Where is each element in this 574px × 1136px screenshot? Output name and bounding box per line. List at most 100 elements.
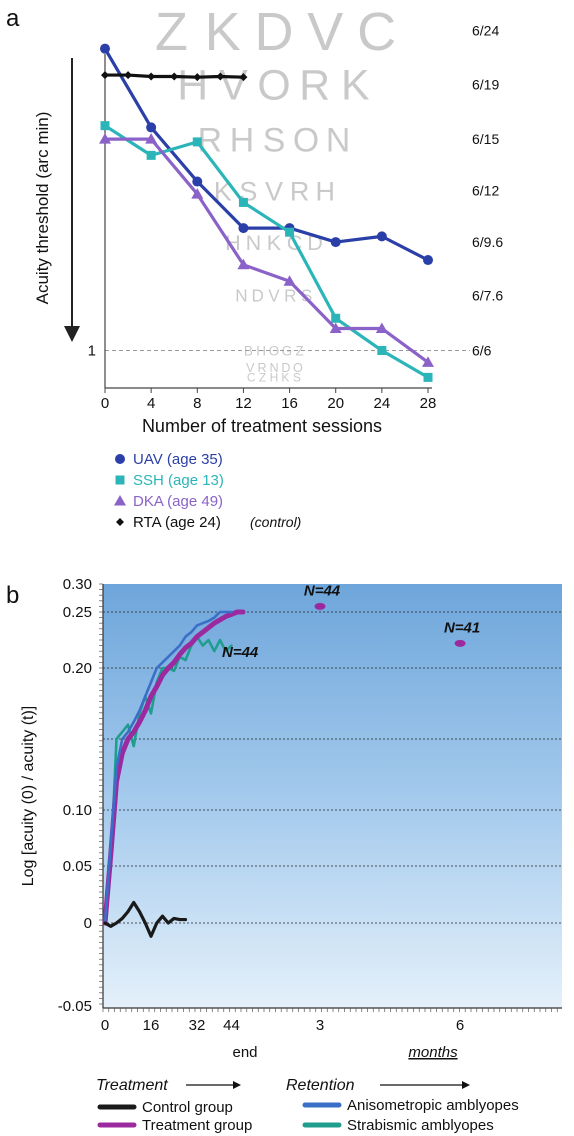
- chart-letter-row-2: V: [219, 62, 248, 110]
- chart-letter-row-1: Z: [155, 2, 188, 62]
- y-tick-label: 0: [84, 915, 92, 932]
- data-point-dka-age-49: [99, 133, 111, 144]
- snellen-label: 6/15: [472, 131, 499, 147]
- x-tick-label: 28: [420, 395, 437, 412]
- chart-letter-row-9: Z: [259, 371, 266, 385]
- data-point-ssh-age-13: [423, 372, 433, 382]
- data-point-rta-age-24: [216, 72, 225, 81]
- x-tick-label: 24: [374, 395, 391, 412]
- series-line-treatment-group: [102, 609, 246, 926]
- data-point-ssh-age-13: [100, 121, 110, 131]
- data-point-uav-age-35: [330, 237, 341, 248]
- legend-marker-ssh-age-13: [115, 475, 125, 485]
- series-line-control-group: [103, 900, 188, 938]
- x-tick-label: 32: [189, 1017, 206, 1034]
- chart-letter-row-1: K: [205, 2, 241, 62]
- x-axis-title: Number of treatment sessions: [142, 416, 382, 436]
- legend-label-treatment-group: Treatment group: [142, 1117, 252, 1134]
- legend-label-uav-age-35: UAV (age 35): [133, 451, 223, 468]
- chart-letter-row-6: V: [268, 287, 280, 306]
- chart-letter-row-9: H: [270, 371, 279, 385]
- x-tick-label: 12: [235, 395, 252, 412]
- y-axis-title: Acuity threshold (arc min): [33, 112, 52, 305]
- chart-letter-row-8: R: [258, 361, 267, 375]
- chart-letter-row-5: N: [246, 230, 262, 255]
- x-tick-label: 4: [147, 395, 155, 412]
- x-tick-label: 44: [223, 1017, 240, 1034]
- x-tick-label: 20: [327, 395, 344, 412]
- data-point-ssh-age-13: [377, 346, 387, 356]
- data-point-uav-age-35: [192, 176, 203, 187]
- y-tick-label: 0.05: [63, 858, 92, 875]
- treatment-label: Treatment: [96, 1077, 168, 1094]
- x-sublabel-end: end: [232, 1044, 257, 1061]
- y-axis-arrow-head: [64, 326, 80, 342]
- chart-letter-row-7: Z: [296, 343, 304, 358]
- data-point-ssh-age-13: [285, 227, 295, 237]
- chart-letter-row-4: R: [290, 176, 310, 206]
- series-line-dka-age-49: [105, 137, 429, 364]
- chart-letter-row-4: V: [265, 176, 283, 206]
- data-point-uav-age-35: [423, 255, 433, 266]
- chart-letter-row-8: O: [293, 361, 303, 375]
- data-point-rta-age-24: [147, 72, 156, 81]
- chart-letter-row-9: C: [247, 371, 256, 385]
- data-point-rta-age-24: [101, 71, 109, 80]
- retention-arrow-head: [462, 1081, 470, 1089]
- retention-point: [314, 602, 326, 610]
- series-line-anisometropic-amblyopes: [103, 610, 233, 925]
- data-point-rta-age-24: [124, 71, 133, 80]
- y-tick-label: 1: [88, 343, 96, 360]
- chart-letter-row-8: V: [246, 361, 255, 375]
- chart-letter-row-3: S: [263, 121, 286, 159]
- legend-label-ssh-age-13: SSH (age 13): [133, 472, 224, 489]
- chart-letter-row-1: C: [357, 2, 396, 62]
- legend-marker-rta-age-24: [116, 518, 124, 526]
- panel-a-chart: Z K D V CH V O R KR H S O NK S V R HH N K C DN D V R SB H O G ZV R N D O…: [33, 2, 503, 531]
- x-tick-label: 8: [193, 395, 201, 412]
- data-point-rta-age-24: [170, 72, 179, 81]
- panel-b-letter: b: [6, 582, 19, 609]
- end-n-label: N=44: [222, 644, 259, 661]
- legend-label-strabismic-amblyopes: Strabismic amblyopes: [347, 1117, 494, 1134]
- snellen-label: 6/19: [472, 76, 499, 92]
- chart-letter-row-8: N: [269, 361, 278, 375]
- data-point-uav-age-35: [100, 43, 110, 54]
- chart-letter-row-6: R: [284, 287, 296, 306]
- legend-label-dka-age-49: DKA (age 49): [133, 493, 223, 510]
- chart-letter-row-3: N: [326, 121, 350, 159]
- chart-letter-row-1: V: [307, 2, 343, 62]
- chart-letter-row-4: H: [316, 176, 336, 206]
- y-tick-label: 0.10: [63, 802, 92, 819]
- data-point-ssh-age-13: [238, 197, 248, 207]
- data-point-dka-age-49: [283, 275, 296, 286]
- x-tick-label: 0: [101, 395, 109, 412]
- snellen-label: 6/12: [472, 183, 499, 199]
- chart-letter-row-5: H: [225, 230, 241, 255]
- data-point-ssh-age-13: [331, 313, 341, 323]
- x-tick-label: 0: [101, 1017, 109, 1034]
- y-tick-label: 0.30: [63, 576, 92, 593]
- series-line-ssh-age-13: [104, 124, 429, 379]
- x-tick-label: 3: [316, 1017, 324, 1034]
- chart-letter-row-4: K: [214, 176, 232, 206]
- legend-note-control: (control): [250, 514, 301, 530]
- chart-letter-row-1: D: [255, 2, 294, 62]
- y-axis-title: Log [acuity (0) / acuity (t)]: [20, 706, 37, 887]
- chart-letter-row-2: R: [299, 62, 330, 110]
- data-point-dka-age-49: [191, 188, 204, 199]
- data-point-ssh-age-13: [192, 137, 202, 147]
- chart-letter-row-5: K: [267, 230, 282, 255]
- series-line-uav-age-35: [103, 47, 429, 262]
- plot-background: [103, 584, 562, 1008]
- legend-label-anisometropic-amblyopes: Anisometropic amblyopes: [347, 1097, 519, 1114]
- panel-b-chart: -0.05 0 0.05 0.10 0.20 0.25 0.30 Log [acuity (0…: [20, 576, 562, 1134]
- retention-n-label: N=41: [444, 619, 480, 636]
- data-point-uav-age-35: [376, 231, 387, 242]
- snellen-label: 6/6: [472, 343, 492, 359]
- chart-letter-row-2: O: [257, 62, 290, 110]
- legend-label-rta-age-24: RTA (age 24): [133, 514, 221, 531]
- data-point-rta-age-24: [239, 73, 248, 82]
- chart-letter-row-6: D: [252, 287, 264, 306]
- snellen-label: 6/9.6: [472, 234, 503, 250]
